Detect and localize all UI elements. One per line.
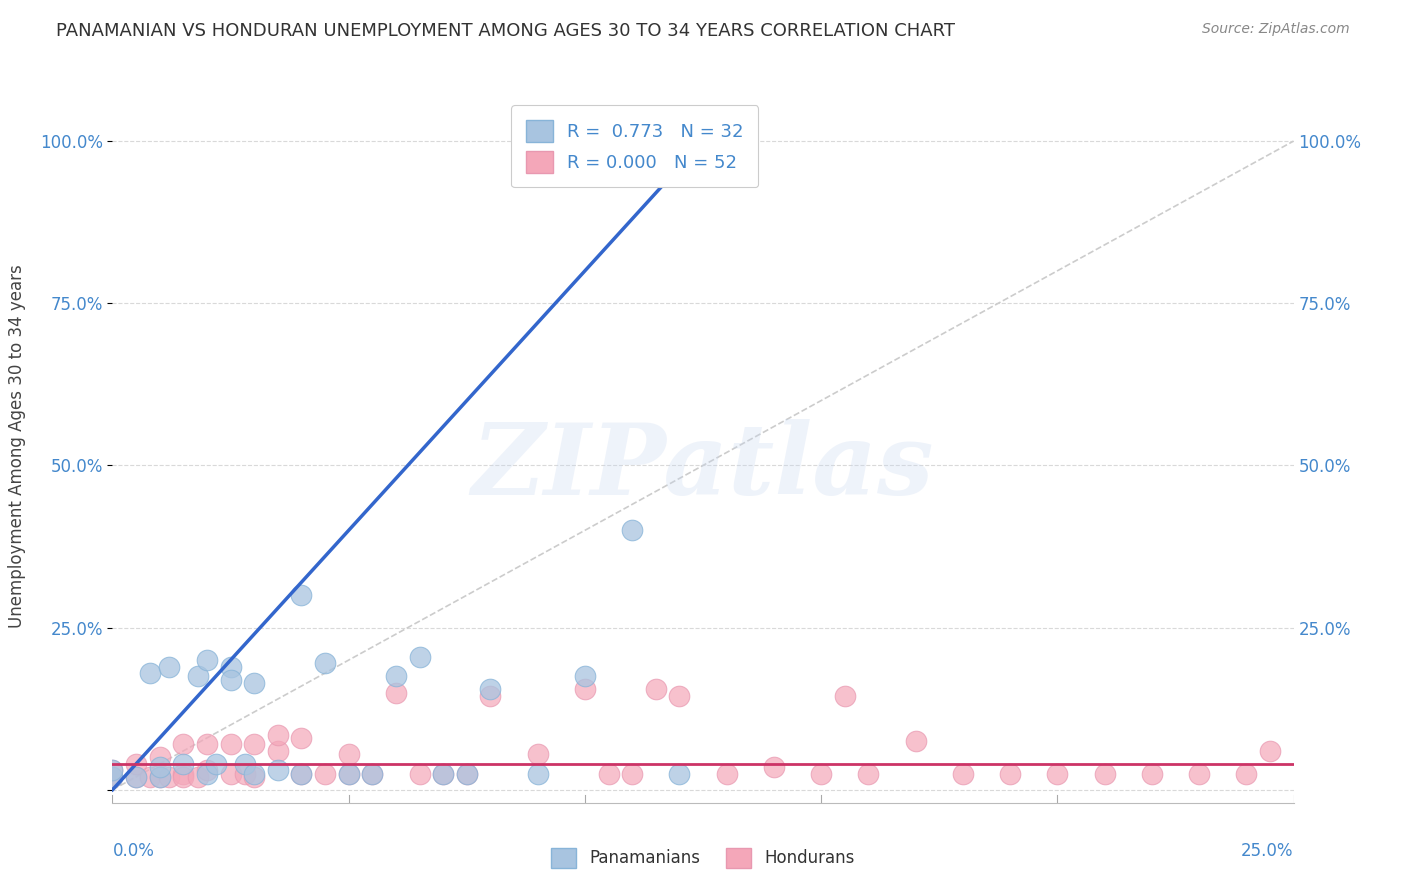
- Point: [219, 766, 242, 780]
- Point: [172, 766, 194, 780]
- Point: [233, 756, 256, 771]
- Legend: R =  0.773   N = 32, R = 0.000   N = 52: R = 0.773 N = 32, R = 0.000 N = 52: [512, 105, 758, 187]
- Point: [172, 770, 194, 784]
- Text: 0.0%: 0.0%: [112, 842, 155, 860]
- Point: [149, 770, 172, 784]
- Legend: Panamanians, Hondurans: Panamanians, Hondurans: [544, 841, 862, 875]
- Point: [337, 766, 360, 780]
- Point: [574, 669, 596, 683]
- Point: [337, 747, 360, 761]
- Point: [762, 760, 785, 774]
- Point: [526, 766, 548, 780]
- Point: [219, 659, 242, 673]
- Point: [598, 766, 620, 780]
- Point: [267, 728, 290, 742]
- Point: [1234, 766, 1257, 780]
- Point: [644, 682, 666, 697]
- Point: [904, 734, 927, 748]
- Point: [233, 766, 256, 780]
- Point: [125, 770, 148, 784]
- Point: [195, 653, 218, 667]
- Point: [858, 766, 880, 780]
- Point: [1046, 766, 1069, 780]
- Point: [172, 738, 194, 752]
- Point: [668, 689, 690, 703]
- Point: [952, 766, 974, 780]
- Point: [1188, 766, 1211, 780]
- Y-axis label: Unemployment Among Ages 30 to 34 years: Unemployment Among Ages 30 to 34 years: [8, 264, 25, 628]
- Point: [219, 738, 242, 752]
- Point: [432, 766, 454, 780]
- Point: [456, 766, 478, 780]
- Point: [125, 770, 148, 784]
- Point: [314, 766, 336, 780]
- Point: [219, 673, 242, 687]
- Point: [267, 744, 290, 758]
- Point: [290, 766, 312, 780]
- Point: [290, 588, 312, 602]
- Point: [157, 770, 180, 784]
- Point: [526, 747, 548, 761]
- Text: ZIPatlas: ZIPatlas: [472, 419, 934, 516]
- Point: [998, 766, 1021, 780]
- Point: [243, 766, 266, 780]
- Point: [668, 766, 690, 780]
- Text: 25.0%: 25.0%: [1241, 842, 1294, 860]
- Point: [139, 770, 162, 784]
- Point: [157, 659, 180, 673]
- Point: [195, 738, 218, 752]
- Point: [186, 770, 208, 784]
- Point: [385, 685, 408, 699]
- Point: [205, 756, 228, 771]
- Point: [149, 760, 172, 774]
- Point: [101, 764, 124, 778]
- Point: [290, 766, 312, 780]
- Point: [361, 766, 384, 780]
- Point: [574, 682, 596, 697]
- Point: [456, 766, 478, 780]
- Point: [243, 675, 266, 690]
- Point: [101, 764, 124, 778]
- Text: PANAMANIAN VS HONDURAN UNEMPLOYMENT AMONG AGES 30 TO 34 YEARS CORRELATION CHART: PANAMANIAN VS HONDURAN UNEMPLOYMENT AMON…: [56, 22, 955, 40]
- Point: [101, 770, 124, 784]
- Point: [290, 731, 312, 745]
- Point: [716, 766, 738, 780]
- Point: [479, 689, 502, 703]
- Point: [479, 682, 502, 697]
- Point: [243, 738, 266, 752]
- Point: [361, 766, 384, 780]
- Point: [125, 756, 148, 771]
- Point: [834, 689, 856, 703]
- Point: [243, 770, 266, 784]
- Point: [1094, 766, 1116, 780]
- Point: [385, 669, 408, 683]
- Point: [314, 657, 336, 671]
- Text: Source: ZipAtlas.com: Source: ZipAtlas.com: [1202, 22, 1350, 37]
- Point: [195, 764, 218, 778]
- Point: [1140, 766, 1163, 780]
- Point: [139, 666, 162, 681]
- Point: [408, 649, 430, 664]
- Point: [172, 756, 194, 771]
- Point: [621, 524, 644, 538]
- Point: [149, 750, 172, 764]
- Point: [621, 766, 644, 780]
- Point: [432, 766, 454, 780]
- Point: [186, 669, 208, 683]
- Point: [810, 766, 832, 780]
- Point: [408, 766, 430, 780]
- Point: [1258, 744, 1281, 758]
- Point: [149, 770, 172, 784]
- Point: [267, 764, 290, 778]
- Point: [195, 766, 218, 780]
- Point: [337, 766, 360, 780]
- Point: [101, 770, 124, 784]
